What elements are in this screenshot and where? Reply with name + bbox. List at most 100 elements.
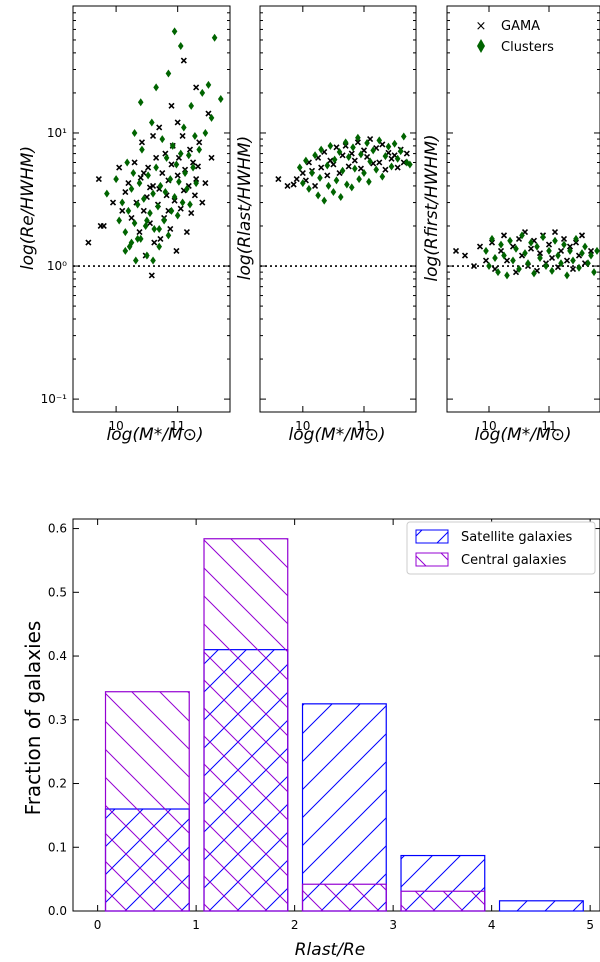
x-tick-label: 0 bbox=[94, 918, 102, 932]
xlabel-panel-left: log(M*/M⊙) bbox=[107, 425, 204, 445]
gama-point bbox=[403, 150, 410, 157]
clusters-point bbox=[489, 234, 495, 243]
clusters-point bbox=[333, 176, 340, 185]
gama-point bbox=[116, 164, 123, 171]
legend-label-satellite: Satellite galaxies bbox=[461, 530, 572, 545]
gama-point bbox=[563, 257, 571, 264]
clusters-point bbox=[317, 173, 323, 182]
gama-point bbox=[138, 139, 146, 146]
clusters-point bbox=[561, 240, 567, 249]
gama-point bbox=[168, 161, 175, 168]
clusters-point bbox=[324, 161, 331, 170]
gama-point bbox=[196, 139, 203, 146]
clusters-point bbox=[296, 163, 303, 172]
clusters-point bbox=[162, 188, 169, 197]
clusters-point bbox=[144, 216, 150, 225]
gama-point bbox=[560, 235, 568, 242]
gama-point bbox=[177, 205, 184, 212]
gama-point bbox=[199, 199, 206, 206]
clusters-point bbox=[537, 253, 543, 262]
gama-point bbox=[137, 174, 144, 181]
clusters-point bbox=[196, 145, 203, 154]
clusters-point bbox=[585, 259, 591, 268]
y-tick-label: 0.5 bbox=[48, 585, 67, 599]
clusters-point bbox=[161, 216, 167, 225]
clusters-point bbox=[567, 246, 573, 255]
clusters-point bbox=[558, 259, 564, 268]
clusters-point bbox=[156, 242, 162, 251]
legend-frame bbox=[406, 521, 596, 575]
gama-point bbox=[173, 247, 180, 254]
ylabel-panel-left: log(Re/HWHM) bbox=[18, 146, 38, 270]
clusters-point bbox=[131, 128, 138, 137]
gama-point bbox=[578, 232, 586, 239]
clusters-point bbox=[182, 169, 188, 178]
clusters-point bbox=[188, 101, 195, 110]
clusters-point bbox=[318, 145, 324, 154]
gama-point bbox=[157, 235, 164, 242]
clusters-point bbox=[376, 136, 383, 145]
x-tick-label: 1 bbox=[192, 918, 200, 932]
clusters-point bbox=[552, 236, 558, 245]
clusters-point bbox=[582, 242, 588, 251]
legend-label-central: Central galaxies bbox=[461, 553, 567, 568]
clusters-point bbox=[185, 151, 192, 160]
gama-point bbox=[293, 176, 300, 183]
clusters-point bbox=[397, 147, 404, 156]
clusters-point bbox=[344, 180, 350, 189]
gama-point bbox=[497, 247, 505, 254]
gama-point bbox=[476, 243, 484, 250]
clusters-point bbox=[119, 198, 126, 207]
clusters-point bbox=[330, 188, 337, 197]
clusters-point bbox=[131, 219, 138, 228]
y-tick-label: 10⁰ bbox=[47, 259, 67, 273]
clusters-point bbox=[137, 234, 144, 243]
gama-point bbox=[125, 180, 132, 187]
clusters-point bbox=[177, 42, 184, 51]
clusters-point bbox=[124, 158, 130, 167]
clusters-point bbox=[513, 244, 519, 253]
gama-point bbox=[551, 229, 559, 236]
clusters-point bbox=[373, 165, 380, 174]
clusters-point bbox=[364, 139, 370, 148]
clusters-point bbox=[199, 88, 206, 97]
clusters-point bbox=[504, 271, 510, 280]
legend-label-gama: GAMA bbox=[501, 19, 540, 34]
clusters-point bbox=[202, 128, 209, 137]
gama-point bbox=[357, 165, 365, 172]
gama-point bbox=[557, 247, 565, 254]
gama-point bbox=[354, 139, 361, 146]
clusters-point bbox=[113, 175, 119, 184]
gama-point bbox=[189, 159, 197, 166]
gama-point bbox=[394, 164, 401, 171]
clusters-point bbox=[579, 249, 585, 258]
gama-point bbox=[382, 166, 389, 173]
clusters-point bbox=[174, 211, 181, 220]
gama-point bbox=[145, 164, 152, 171]
clusters-point bbox=[309, 169, 315, 178]
clusters-point bbox=[306, 184, 312, 193]
clusters-point bbox=[361, 169, 367, 178]
gama-point bbox=[153, 154, 160, 161]
clusters-point bbox=[325, 181, 332, 190]
gama-point bbox=[188, 210, 195, 217]
gama-point bbox=[167, 225, 174, 233]
xlabel-panel-right: log(M*/M⊙) bbox=[475, 425, 572, 445]
scatter-panel-rlast: 10 11 bbox=[259, 5, 417, 433]
gama-point bbox=[159, 169, 166, 177]
gama-point bbox=[569, 265, 577, 273]
clusters-point bbox=[173, 160, 180, 169]
gama-point bbox=[536, 250, 544, 257]
gama-point bbox=[500, 232, 508, 239]
clusters-point bbox=[339, 166, 346, 175]
clusters-point bbox=[327, 141, 334, 150]
clusters-point bbox=[525, 259, 531, 268]
clusters-point bbox=[594, 246, 600, 255]
clusters-point bbox=[205, 80, 212, 89]
gama-point bbox=[367, 135, 374, 143]
clusters-point bbox=[407, 160, 413, 169]
plot-frame bbox=[259, 5, 417, 413]
clusters-point bbox=[350, 143, 356, 152]
clusters-point bbox=[404, 158, 410, 167]
clusters-point bbox=[394, 154, 401, 163]
